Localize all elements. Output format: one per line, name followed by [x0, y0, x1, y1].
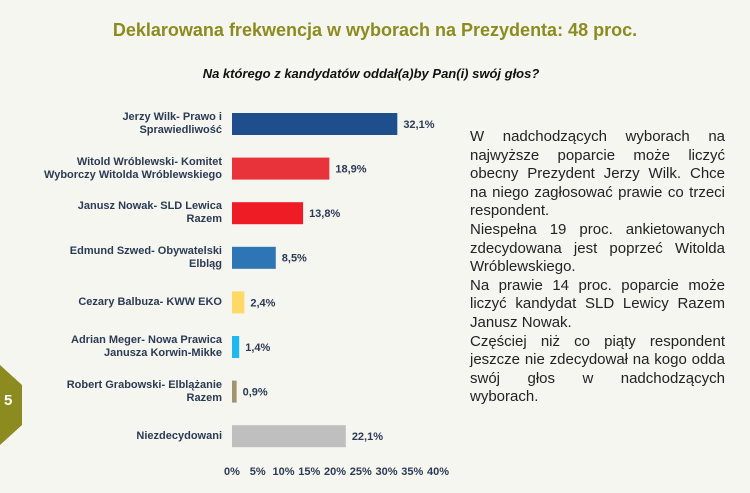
bar [232, 425, 346, 448]
x-tick-label: 15% [298, 466, 320, 478]
commentary-paragraph: W nadchodzących wyborach na najwyższe po… [470, 128, 725, 220]
bar [232, 380, 237, 403]
x-tick-label: 5% [250, 466, 266, 478]
page-number: 5 [4, 392, 13, 409]
bar [232, 113, 398, 135]
category-label: Niezdecydowani [136, 429, 222, 442]
value-label: 0,9% [243, 387, 268, 399]
x-tick-label: 20% [324, 466, 346, 478]
value-label: 22,1% [352, 431, 383, 443]
bar [232, 157, 330, 180]
commentary: W nadchodzących wyborach na najwyższe po… [470, 128, 725, 407]
bar [232, 246, 276, 269]
page-badge [0, 365, 22, 445]
x-tick-label: 30% [375, 466, 397, 478]
value-label: 8,5% [282, 253, 307, 265]
category-label: Janusz Nowak- SLD Lewica Razem [77, 200, 222, 226]
bar [232, 291, 245, 314]
category-label: Edmund Szwed- Obywatelski Elbląg [69, 244, 222, 270]
category-label: Adrian Meger- Nowa Prawica Janusza Korwi… [71, 334, 222, 359]
value-label: 18,9% [335, 164, 366, 176]
x-tick-label: 35% [401, 466, 423, 478]
commentary-paragraph: Na prawie 14 proc. poparcie może liczyć … [470, 276, 725, 331]
commentary-paragraph: Niespełna 19 proc. ankietowanych zdecydo… [470, 220, 725, 276]
category-label: Witold Wróblewski- Komitet Wyborczy Wito… [44, 155, 222, 181]
bar [232, 202, 304, 225]
x-tick-label: 25% [350, 466, 372, 478]
value-label: 32,1% [403, 119, 434, 131]
category-label: Cezary Balbuza- KWW EKO [78, 295, 222, 308]
bar [232, 336, 240, 358]
category-label: Jerzy Wilk- Prawo i Sprawiedliwość [122, 111, 222, 136]
x-tick-label: 10% [272, 466, 294, 478]
commentary-paragraph: Częściej niż co piąty respondent jeszcze… [470, 332, 725, 406]
value-label: 2,4% [250, 297, 275, 309]
x-tick-label: 40% [427, 466, 449, 478]
category-label: Robert Grabowski- Elblążanie Razem [66, 378, 222, 404]
x-tick-label: 0% [224, 466, 240, 478]
value-label: 13,8% [309, 208, 340, 220]
value-label: 1,4% [245, 342, 270, 354]
chart-title: Deklarowana frekwencja w wyborach na Pre… [112, 20, 638, 40]
chart-subtitle: Na którego z kandydatów oddał(a)by Pan(i… [202, 66, 540, 81]
